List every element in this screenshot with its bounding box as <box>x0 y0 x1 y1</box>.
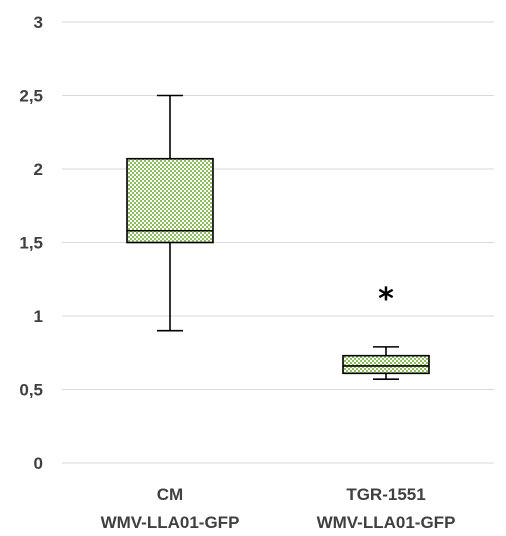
y-tick-label: 1,5 <box>19 234 43 253</box>
x-axis-categories: CM WMV-LLA01-GFP TGR-1551 WMV-LLA01-GFP <box>101 485 456 532</box>
x-category-label: TGR-1551 <box>346 485 425 504</box>
significance-asterisk: * <box>378 282 394 317</box>
y-tick-label: 0 <box>34 454 43 473</box>
x-category-label: CM <box>157 485 183 504</box>
y-tick-label: 0,5 <box>19 381 43 400</box>
y-tick-label: 2 <box>34 160 43 179</box>
x-category-sublabel: WMV-LLA01-GFP <box>317 513 456 532</box>
x-category-sublabel: WMV-LLA01-GFP <box>101 513 240 532</box>
boxes: * <box>126 94 430 381</box>
box-iqr <box>342 354 430 375</box>
box-group <box>126 94 214 332</box>
box-iqr <box>126 157 214 244</box>
y-tick-label: 1 <box>34 307 43 326</box>
y-axis-ticks: 0 0,5 1 1,5 2 2,5 3 <box>19 13 43 473</box>
y-tick-label: 3 <box>34 13 43 32</box>
box-group: * <box>342 282 430 381</box>
y-tick-label: 2,5 <box>19 87 43 106</box>
